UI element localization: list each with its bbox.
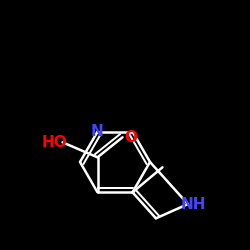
Text: HO: HO [42,135,68,150]
Text: NH: NH [180,196,206,212]
Text: O: O [124,130,137,145]
Text: N: N [91,124,104,139]
